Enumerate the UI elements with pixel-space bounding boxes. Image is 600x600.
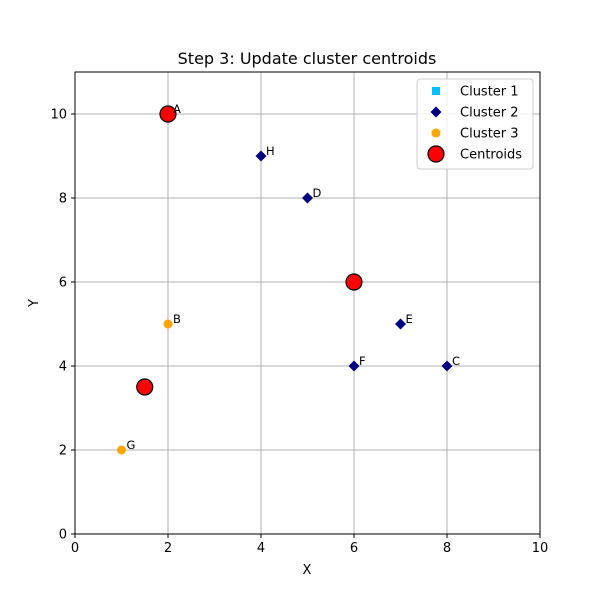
x-tick-label: 6 xyxy=(350,541,358,556)
point-label-b: B xyxy=(173,312,181,326)
y-tick-label: 10 xyxy=(50,108,67,123)
legend-box xyxy=(416,78,534,170)
x-tick-label: 2 xyxy=(164,541,172,556)
cluster-2-point-f xyxy=(348,360,360,372)
legend-label-centroids: Centroids xyxy=(460,148,522,163)
x-axis-label: X xyxy=(303,563,312,578)
point-label-h: H xyxy=(266,144,275,158)
point-label-c: C xyxy=(452,354,460,368)
centroids-point xyxy=(136,378,154,396)
x-tick-label: 4 xyxy=(257,541,265,556)
x-tick-label: 8 xyxy=(443,541,451,556)
cluster-3-point-b xyxy=(163,319,173,329)
y-tick-label: 0 xyxy=(59,528,67,543)
plot-frame xyxy=(74,71,541,535)
cluster-2-point-d xyxy=(302,192,313,204)
x-tick-label: 0 xyxy=(71,541,79,556)
point-labels-layer: C D E F H B G A xyxy=(127,102,461,452)
point-label-g: G xyxy=(127,438,136,452)
legend-label-cluster-1: Cluster 1 xyxy=(460,85,519,100)
points-layer xyxy=(117,105,453,455)
cluster-2-point-h xyxy=(255,150,267,162)
legend-label-cluster-2: Cluster 2 xyxy=(460,106,519,121)
point-label-d: D xyxy=(313,186,322,200)
cluster-2-point-e xyxy=(395,318,406,330)
y-axis-label: Y xyxy=(27,299,42,308)
cluster-2-point-c xyxy=(441,360,453,372)
legend-marker-cluster-2 xyxy=(430,106,442,118)
point-label-e: E xyxy=(406,312,413,326)
legend: Cluster 1 Cluster 2 Cluster 3 Centroids xyxy=(416,78,534,170)
axes-layer: 0 2 4 6 8 10 0 2 4 6 8 10 xyxy=(50,71,549,556)
legend-marker-cluster-3 xyxy=(431,128,441,138)
point-label-f: F xyxy=(359,354,366,368)
centroids-point-a xyxy=(159,105,177,123)
point-label-a: A xyxy=(173,102,181,116)
x-tick-label: 10 xyxy=(532,541,549,556)
chart-title: Step 3: Update cluster centroids xyxy=(178,49,437,68)
y-tick-label: 8 xyxy=(59,192,67,207)
legend-marker-centroids xyxy=(427,145,445,163)
y-tick-label: 4 xyxy=(59,360,67,375)
legend-marker-cluster-1 xyxy=(432,87,440,95)
legend-label-cluster-3: Cluster 3 xyxy=(460,127,519,142)
y-tick-label: 6 xyxy=(59,276,67,291)
centroids-point xyxy=(345,273,363,291)
y-tick-label: 2 xyxy=(59,444,67,459)
cluster-3-point-g xyxy=(117,445,126,455)
